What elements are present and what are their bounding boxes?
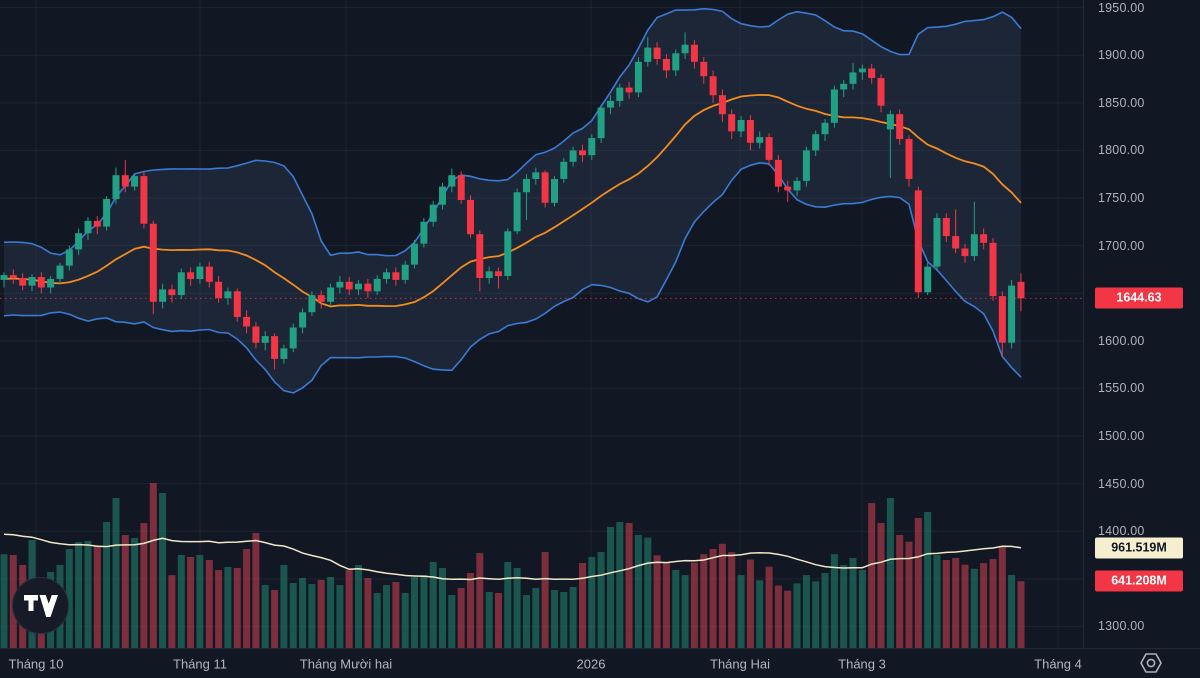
x-axis-label: Tháng 10 (8, 656, 64, 671)
candles-layer (0, 32, 1025, 370)
bollinger-basis-line (3, 93, 1022, 308)
time-axis[interactable]: Tháng 10 Tháng 11 Tháng Mười hai 2026 Tháng … (0, 648, 1200, 678)
x-axis-label: Tháng 4 (1034, 656, 1082, 671)
y-axis-label: 1800.00 (1098, 143, 1145, 158)
volume-value-badge: 641.208M (1095, 570, 1183, 592)
volume-ma-badge: 961.519M (1095, 537, 1183, 559)
y-axis-label: 1950.00 (1098, 0, 1145, 15)
price-chart-canvas[interactable] (0, 0, 1083, 648)
y-axis-label: 1850.00 (1098, 95, 1145, 110)
y-axis-label: 1900.00 (1098, 48, 1145, 63)
x-axis-label: Tháng Hai (710, 656, 770, 671)
y-axis-label: 1700.00 (1098, 238, 1145, 253)
last-price-badge: 1644.63 (1095, 287, 1183, 309)
y-axis-label: 1450.00 (1098, 476, 1145, 491)
y-axis-label: 1750.00 (1098, 191, 1145, 206)
x-axis-label: Tháng 3 (838, 656, 886, 671)
volume-layer (0, 483, 1025, 648)
x-axis-label: 2026 (576, 656, 606, 671)
y-axis-label: 1600.00 (1098, 333, 1145, 348)
x-axis-label: Tháng 11 (173, 656, 227, 671)
y-axis-label: 1300.00 (1098, 619, 1145, 634)
basis-line-layer (3, 93, 1022, 308)
pane-settings-button[interactable] (1136, 651, 1166, 675)
x-axis-label: Tháng Mười hai (299, 656, 393, 671)
volume-ma-layer (3, 533, 1022, 581)
y-axis-label: 1550.00 (1098, 381, 1145, 396)
bollinger-band-layer (3, 7, 1022, 394)
y-axis-label: 1500.00 (1098, 429, 1145, 444)
volume-ma-line (3, 533, 1022, 581)
price-axis[interactable]: 1950.00 1900.00 1850.00 1800.00 1750.00 1700.… (1083, 0, 1200, 648)
hexagon-circle-icon (1140, 653, 1162, 673)
y-axis-label: 1400.00 (1098, 524, 1145, 539)
tradingview-logo-icon (23, 594, 58, 617)
tradingview-logo[interactable] (12, 577, 69, 634)
